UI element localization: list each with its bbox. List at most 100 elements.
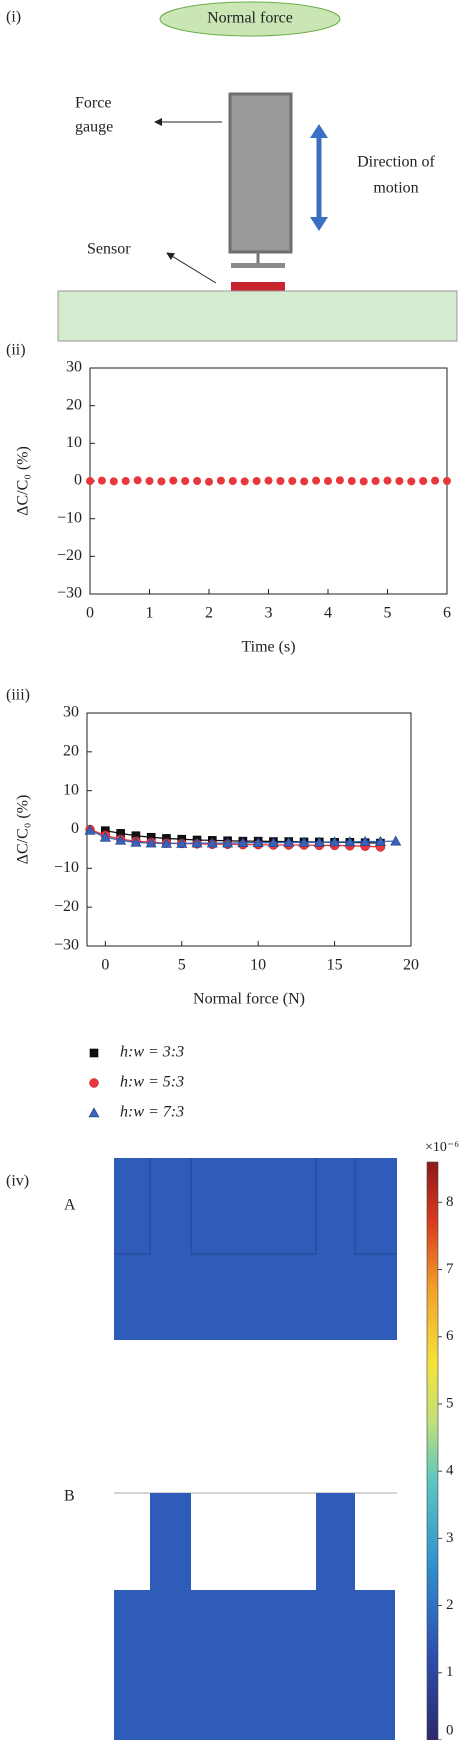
point xyxy=(86,477,94,485)
point xyxy=(359,477,368,486)
model-a xyxy=(114,1158,397,1340)
x-tick-label: 0 xyxy=(86,605,94,622)
label: Sensor xyxy=(87,241,131,258)
point xyxy=(169,476,178,485)
point xyxy=(115,834,127,845)
point xyxy=(431,476,440,485)
x-tick-label: 15 xyxy=(327,957,343,974)
model-a-edges xyxy=(114,1158,397,1255)
colorbar-tick-label: 4 xyxy=(446,1463,454,1479)
colorbar xyxy=(426,1161,439,1741)
y-tick-label: −30 xyxy=(57,585,82,602)
point xyxy=(237,837,249,848)
point xyxy=(121,477,130,485)
y-tick-label: 20 xyxy=(63,743,79,760)
point xyxy=(181,477,190,485)
legend-marker xyxy=(89,1078,99,1088)
model-b xyxy=(114,1493,395,1740)
point xyxy=(419,477,428,485)
legend-label: h:w = 7:3 xyxy=(120,1104,184,1121)
point xyxy=(335,476,344,485)
point xyxy=(276,477,285,485)
point xyxy=(84,824,96,835)
point xyxy=(130,836,142,847)
x-tick-label: 3 xyxy=(265,605,273,622)
legend-label: h:w = 3:3 xyxy=(120,1044,184,1061)
point xyxy=(371,477,380,485)
y-axis-label: ΔC/C₀ (%) xyxy=(15,446,32,516)
panel-label: (i) xyxy=(6,9,21,26)
x-tick-label: 6 xyxy=(443,605,451,622)
x-tick-label: 0 xyxy=(101,957,109,974)
base xyxy=(57,290,458,342)
y-tick-label: 0 xyxy=(71,820,79,837)
colorbar-tick-label: 2 xyxy=(446,1597,454,1613)
y-tick-label: −10 xyxy=(54,859,79,876)
label: gauge xyxy=(75,119,113,136)
plot-frame xyxy=(86,712,412,947)
legend-marker xyxy=(89,1048,99,1058)
y-axis-label: ΔC/C₀ (%) xyxy=(15,795,32,865)
point xyxy=(298,836,310,847)
point xyxy=(288,477,297,485)
point xyxy=(176,837,188,848)
point xyxy=(264,476,273,485)
point xyxy=(312,476,321,485)
point xyxy=(407,477,416,486)
point xyxy=(390,835,402,846)
title-ellipse xyxy=(159,1,341,37)
diagram-title: Normal force xyxy=(207,10,293,27)
point xyxy=(395,477,404,485)
point xyxy=(443,477,451,485)
point xyxy=(193,477,202,485)
y-tick-label: −30 xyxy=(54,937,79,954)
legend-marker xyxy=(88,1107,100,1118)
pointer xyxy=(166,252,217,284)
legend-label: h:w = 5:3 xyxy=(120,1074,184,1091)
label: motion xyxy=(373,180,418,197)
x-tick-label: 5 xyxy=(384,605,392,622)
point xyxy=(145,837,157,848)
y-tick-label: −20 xyxy=(57,547,82,564)
point xyxy=(228,477,237,485)
point xyxy=(99,831,111,842)
y-tick-label: 30 xyxy=(66,359,82,376)
colorbar-tick-label: 8 xyxy=(446,1194,454,1210)
x-tick-label: 20 xyxy=(403,957,419,974)
y-tick-label: 10 xyxy=(66,434,82,451)
point xyxy=(329,836,341,847)
y-tick-label: −20 xyxy=(54,898,79,915)
colorbar-multiplier: ×10⁻⁶ xyxy=(425,1140,459,1155)
point xyxy=(313,836,325,847)
point xyxy=(157,477,166,486)
point xyxy=(383,476,392,485)
point xyxy=(252,477,261,485)
point xyxy=(359,835,371,846)
point xyxy=(267,837,279,848)
point xyxy=(145,477,154,485)
point xyxy=(240,477,249,486)
point xyxy=(109,477,118,486)
panel-label: (iv) xyxy=(6,1173,29,1190)
plate xyxy=(231,263,285,268)
colorbar-tick-label: 5 xyxy=(446,1395,454,1411)
y-tick-label: 0 xyxy=(74,472,82,489)
colorbar-tick-label: 6 xyxy=(446,1328,454,1344)
colorbar-tick-label: 3 xyxy=(446,1530,454,1546)
panel-label: (ii) xyxy=(6,342,26,359)
point xyxy=(374,835,386,846)
point xyxy=(252,837,264,848)
y-tick-label: 30 xyxy=(63,704,79,721)
sensor xyxy=(231,282,285,291)
point xyxy=(160,837,172,848)
x-axis-label: Time (s) xyxy=(241,639,295,656)
x-tick-label: 5 xyxy=(178,957,186,974)
point xyxy=(300,477,309,486)
point xyxy=(347,477,356,485)
point xyxy=(344,836,356,847)
sub-label: B xyxy=(64,1488,75,1505)
x-tick-label: 2 xyxy=(205,605,213,622)
x-axis-label: Normal force (N) xyxy=(193,991,305,1008)
